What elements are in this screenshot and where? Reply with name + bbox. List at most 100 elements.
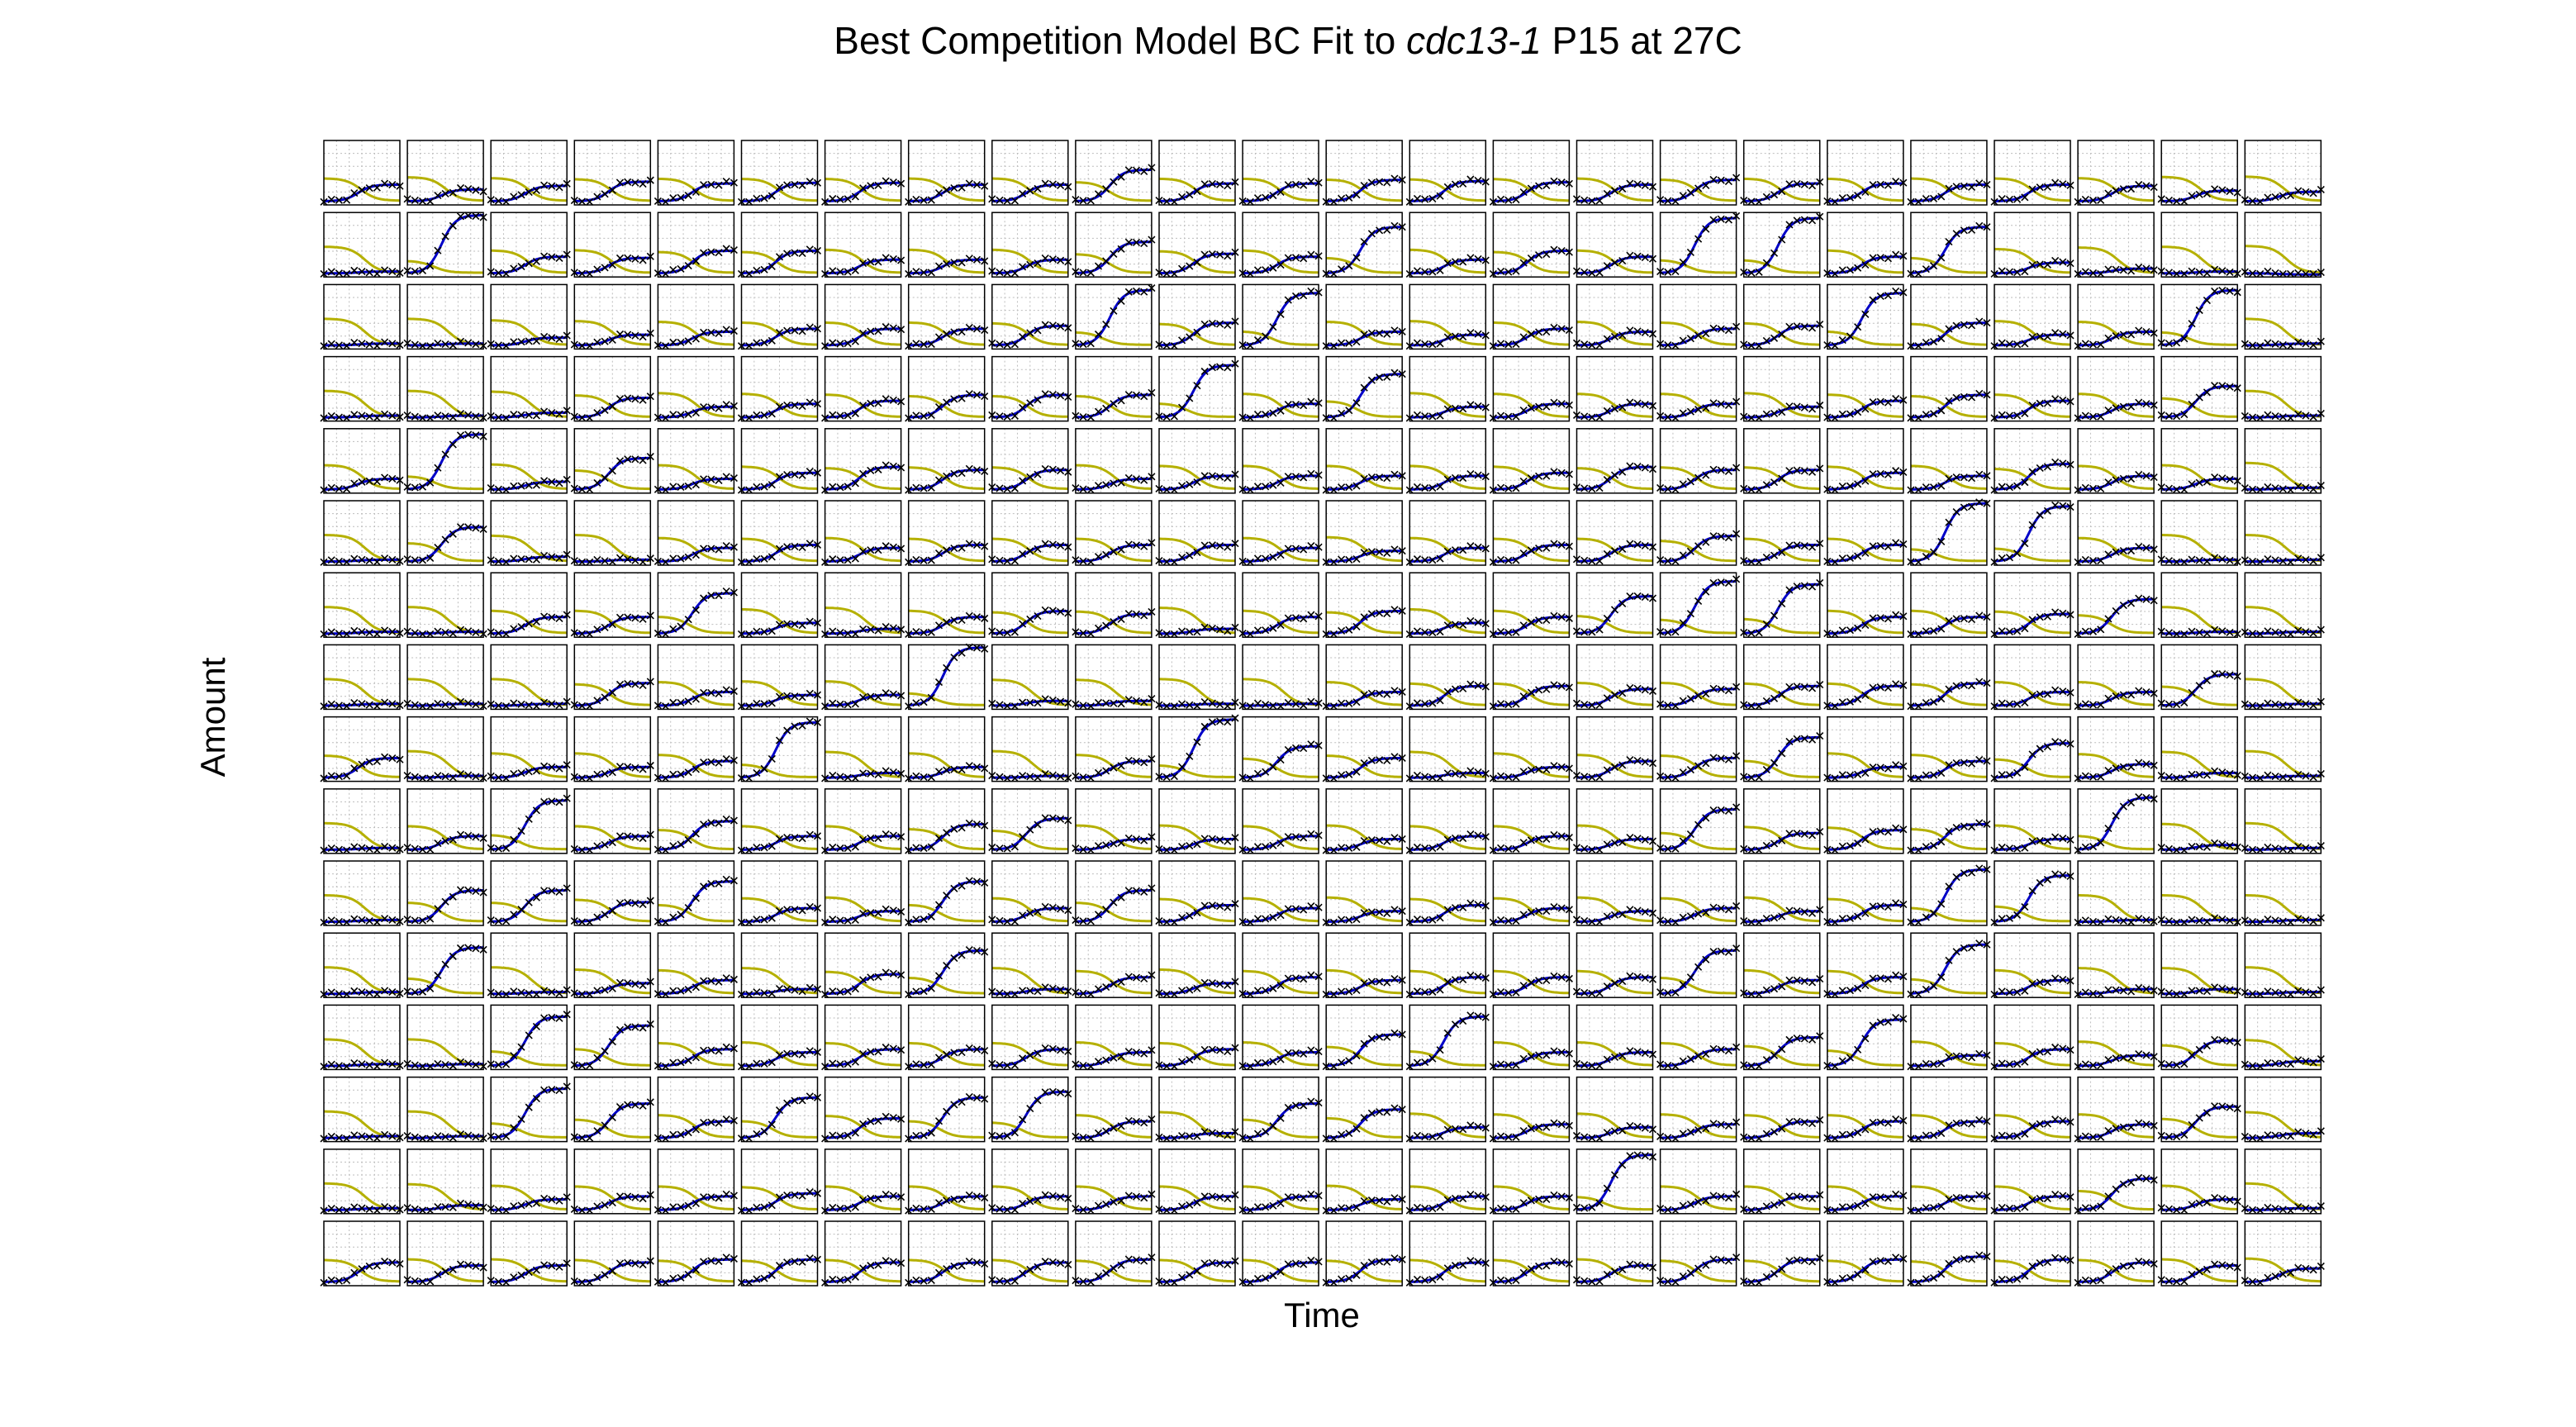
subplot [1990, 572, 2075, 639]
observed-point [1755, 268, 1763, 276]
observed-point [343, 196, 351, 204]
observed-point [2203, 478, 2211, 486]
observed-point [1785, 322, 1794, 331]
subplot [1823, 572, 1908, 639]
observed-point [1800, 403, 1808, 411]
competitor-curve [1493, 392, 1570, 418]
observed-point [1224, 321, 1232, 329]
subplot-frame [1659, 428, 1737, 494]
observed-point [2264, 411, 2272, 419]
observed-point [426, 554, 435, 562]
observed-point [1026, 399, 1034, 407]
subplot-frame [1910, 140, 1988, 206]
observed-point [2180, 269, 2189, 278]
subplot-frame [824, 140, 902, 206]
observed-point [1504, 340, 1513, 349]
observed-point [791, 401, 799, 410]
subplot [654, 355, 738, 422]
subplot [1155, 714, 1239, 782]
observed-point [1588, 413, 1596, 421]
observed-point [2043, 183, 2051, 191]
observed-point [2104, 334, 2113, 342]
subplot [2241, 212, 2325, 278]
subplot [403, 716, 487, 782]
observed-point [775, 253, 784, 261]
observed-point [1026, 187, 1034, 195]
observed-point [972, 325, 981, 333]
observed-point [540, 551, 549, 559]
subplot-frame [323, 283, 401, 350]
observed-point [1588, 341, 1596, 350]
subplot [1990, 283, 2075, 350]
observed-point [791, 326, 799, 335]
competitor-curve [825, 680, 901, 706]
observed-point [1861, 188, 1870, 197]
subplot [654, 572, 738, 639]
subplot [2157, 212, 2241, 278]
observed-point [783, 401, 791, 409]
observed-point [1747, 486, 1756, 494]
observed-point [760, 339, 768, 347]
observed-point [1019, 332, 1027, 341]
observed-point [1747, 197, 1756, 206]
subplot-frame [1075, 428, 1153, 494]
observed-point [965, 323, 973, 332]
observed-point [1664, 197, 1672, 205]
observed-point [381, 554, 389, 563]
observed-point [1178, 193, 1186, 201]
observed-point [2256, 269, 2265, 278]
observed-point [677, 411, 685, 419]
observed-point [2119, 331, 2127, 339]
subplot-frame [657, 212, 735, 278]
observed-point [1998, 267, 2006, 275]
subplot-frame [573, 428, 652, 494]
observed-point [532, 257, 540, 266]
observed-point [2226, 383, 2234, 391]
observed-point [502, 414, 511, 422]
observed-point [2294, 483, 2303, 491]
observed-point [2286, 342, 2295, 350]
subplot [2157, 572, 2241, 639]
observed-point [1010, 269, 1019, 278]
observed-point [510, 338, 518, 346]
observed-point [2119, 266, 2127, 274]
observed-point [2104, 406, 2113, 415]
subplot [1322, 500, 1406, 566]
observed-point [2309, 485, 2317, 493]
subplot [1740, 644, 1824, 711]
observed-point [373, 341, 381, 350]
observed-point [1527, 474, 1535, 483]
observed-point [1117, 397, 1125, 405]
observed-point [1542, 472, 1551, 480]
observed-point [2226, 268, 2234, 277]
observed-point [2226, 287, 2234, 295]
observed-point [441, 232, 449, 240]
observed-point [783, 543, 791, 551]
observed-point [1193, 328, 1201, 336]
observed-point [335, 269, 343, 278]
subplot [1823, 428, 1908, 494]
subplot-frame [490, 212, 568, 278]
observed-point [1140, 240, 1148, 248]
observed-point [631, 331, 639, 340]
observed-point [2271, 340, 2279, 348]
subplot-frame [1075, 212, 1153, 278]
observed-point [456, 431, 465, 440]
observed-point [1367, 376, 1376, 384]
competitor-curve [908, 248, 985, 274]
observed-point [1124, 238, 1133, 246]
subplot [1572, 355, 1657, 422]
subplot [654, 500, 738, 566]
observed-point [1026, 260, 1034, 269]
subplot-frame [1827, 140, 1904, 206]
subplot [1489, 212, 1573, 278]
competitor-curve [491, 463, 568, 490]
observed-point [350, 479, 359, 488]
subplot [570, 212, 654, 278]
observed-point [335, 413, 343, 421]
observed-point [1892, 287, 1900, 296]
subplot-frame [573, 212, 652, 278]
observed-point [1413, 267, 1422, 275]
observed-point [2005, 411, 2013, 420]
subplot-frame [2160, 140, 2238, 206]
